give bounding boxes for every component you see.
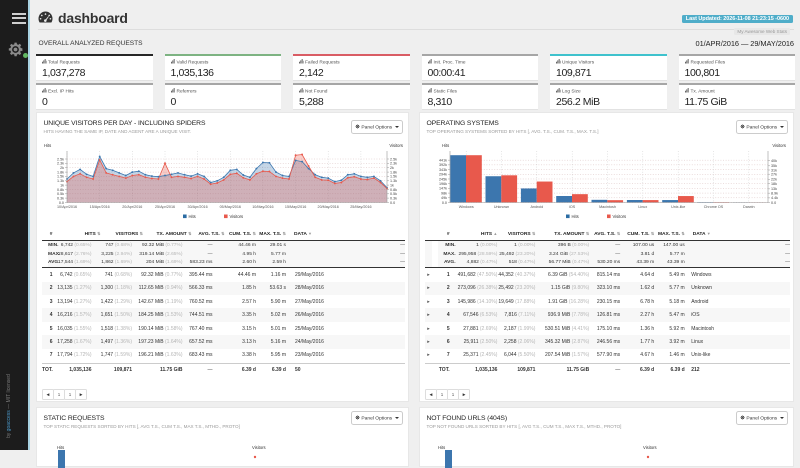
svg-text:Chrome OS: Chrome OS bbox=[704, 205, 724, 209]
svg-text:15/May/2016: 15/May/2016 bbox=[285, 205, 306, 209]
svg-text:Linux: Linux bbox=[638, 205, 647, 209]
svg-text:2.3k: 2.3k bbox=[57, 162, 64, 166]
svg-text:0.8k: 0.8k bbox=[57, 188, 64, 192]
svg-text:1.3k: 1.3k bbox=[390, 179, 397, 183]
svg-text:Unknown: Unknown bbox=[494, 205, 509, 209]
svg-text:2k: 2k bbox=[390, 166, 394, 170]
svg-text:05/May/2016: 05/May/2016 bbox=[220, 205, 241, 209]
svg-text:49k: 49k bbox=[441, 196, 447, 200]
svg-text:1k: 1k bbox=[390, 183, 394, 187]
svg-text:1.3k: 1.3k bbox=[57, 179, 64, 183]
svg-text:Visitors: Visitors bbox=[230, 214, 244, 219]
svg-text:30/Apr/2016: 30/Apr/2016 bbox=[188, 205, 208, 209]
svg-text:4.4k: 4.4k bbox=[771, 196, 778, 200]
svg-text:1.5k: 1.5k bbox=[390, 175, 397, 179]
svg-text:196k: 196k bbox=[439, 182, 447, 186]
svg-text:2.3k: 2.3k bbox=[390, 162, 397, 166]
svg-text:1k: 1k bbox=[60, 183, 64, 187]
svg-text:22k: 22k bbox=[771, 178, 777, 182]
svg-text:Visitors: Visitors bbox=[389, 143, 403, 148]
svg-text:392k: 392k bbox=[439, 163, 447, 167]
svg-text:iOS: iOS bbox=[569, 205, 576, 209]
svg-text:35k: 35k bbox=[771, 164, 777, 168]
svg-text:1.8k: 1.8k bbox=[57, 170, 64, 174]
svg-text:27k: 27k bbox=[771, 172, 777, 176]
svg-text:294k: 294k bbox=[439, 173, 447, 177]
svg-text:Macintosh: Macintosh bbox=[599, 205, 616, 209]
svg-text:Android: Android bbox=[530, 205, 543, 209]
svg-text:25/Apr/2016: 25/Apr/2016 bbox=[155, 205, 175, 209]
svg-text:98k: 98k bbox=[441, 191, 447, 195]
svg-text:0.5k: 0.5k bbox=[57, 192, 64, 196]
svg-text:1.5k: 1.5k bbox=[57, 175, 64, 179]
svg-text:Visitors: Visitors bbox=[772, 143, 786, 148]
svg-text:Hits: Hits bbox=[572, 214, 579, 219]
svg-text:31k: 31k bbox=[771, 168, 777, 172]
svg-text:1.8k: 1.8k bbox=[390, 170, 397, 174]
svg-text:15/Apr/2016: 15/Apr/2016 bbox=[90, 205, 110, 209]
svg-text:0.3k: 0.3k bbox=[390, 196, 397, 200]
svg-text:441k: 441k bbox=[439, 158, 447, 162]
svg-text:20/Apr/2016: 20/Apr/2016 bbox=[122, 205, 142, 209]
svg-text:0.0: 0.0 bbox=[390, 201, 395, 205]
svg-text:20/May/2016: 20/May/2016 bbox=[318, 205, 339, 209]
svg-text:Visitors: Visitors bbox=[613, 214, 627, 219]
svg-text:Hits: Hits bbox=[189, 214, 196, 219]
svg-text:0.8k: 0.8k bbox=[390, 188, 397, 192]
svg-text:18k: 18k bbox=[771, 182, 777, 186]
svg-text:13k: 13k bbox=[771, 187, 777, 191]
svg-text:10/Apr/2016: 10/Apr/2016 bbox=[57, 205, 77, 209]
svg-text:245k: 245k bbox=[439, 177, 447, 181]
svg-text:Hits: Hits bbox=[442, 143, 449, 148]
svg-text:25/May/2016: 25/May/2016 bbox=[350, 205, 371, 209]
svg-text:2k: 2k bbox=[60, 166, 64, 170]
svg-text:0.0: 0.0 bbox=[442, 201, 447, 205]
svg-text:2.5k: 2.5k bbox=[57, 157, 64, 161]
svg-text:0.0: 0.0 bbox=[771, 201, 776, 205]
svg-text:0.3k: 0.3k bbox=[57, 196, 64, 200]
svg-text:Darwin: Darwin bbox=[743, 205, 754, 209]
svg-text:10/May/2016: 10/May/2016 bbox=[252, 205, 273, 209]
svg-text:2.5k: 2.5k bbox=[390, 157, 397, 161]
svg-text:Unix-like: Unix-like bbox=[671, 205, 685, 209]
svg-text:147k: 147k bbox=[439, 187, 447, 191]
svg-text:Hits: Hits bbox=[44, 143, 51, 148]
svg-text:343k: 343k bbox=[439, 168, 447, 172]
svg-text:Windows: Windows bbox=[459, 205, 474, 209]
svg-text:40k: 40k bbox=[771, 159, 777, 163]
svg-text:8.9k: 8.9k bbox=[771, 191, 778, 195]
svg-text:0.5k: 0.5k bbox=[390, 192, 397, 196]
